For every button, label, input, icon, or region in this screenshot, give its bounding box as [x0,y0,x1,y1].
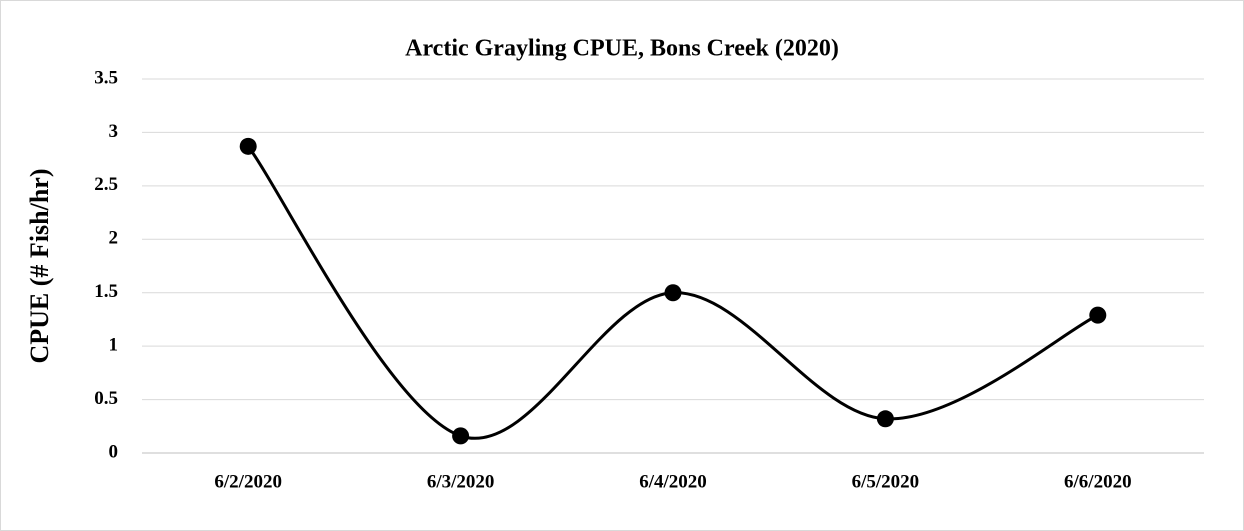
y-tick-label: 1.5 [94,281,118,302]
data-point [1089,306,1107,324]
data-point [876,410,894,428]
y-axis-label: CPUE (# Fish/hr) [25,169,54,364]
x-tick-label: 6/3/2020 [427,471,495,492]
y-tick-label: 0.5 [94,388,118,409]
y-tick-label: 3 [109,121,119,142]
y-tick-label: 1 [109,335,119,356]
data-point [239,137,257,155]
data-point [664,284,682,302]
data-point [452,427,470,445]
x-tick-label: 6/6/2020 [1064,471,1132,492]
y-tick-label: 3.5 [94,67,118,88]
x-tick-label: 6/4/2020 [639,471,707,492]
y-tick-label: 2.5 [94,174,118,195]
y-tick-label: 0 [109,441,119,462]
y-tick-label: 2 [109,228,119,249]
x-tick-label: 6/2/2020 [214,471,282,492]
x-tick-label: 6/5/2020 [852,471,920,492]
series-line [246,145,1099,440]
chart-title: Arctic Grayling CPUE, Bons Creek (2020) [405,36,839,62]
